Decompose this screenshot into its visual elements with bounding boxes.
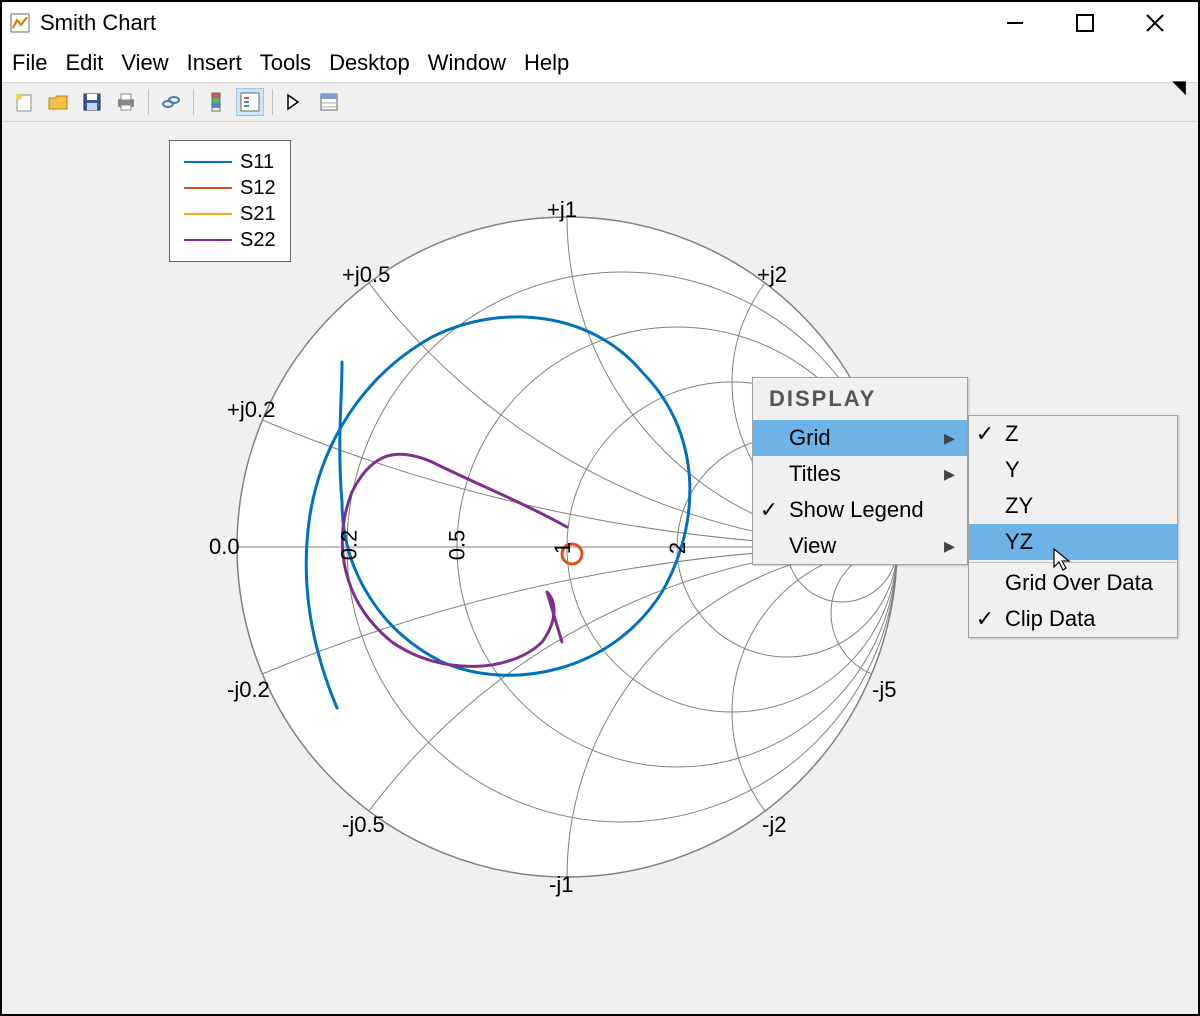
axis-label: -j0.2 — [227, 677, 270, 703]
minimize-button[interactable] — [1000, 8, 1030, 38]
submenu-arrow-icon: ▸ — [937, 533, 955, 559]
menu-edit[interactable]: Edit — [65, 50, 103, 76]
axis-tick: 2 — [665, 542, 691, 554]
link-button[interactable] — [157, 88, 185, 116]
context-menu-item[interactable]: YZ — [969, 524, 1177, 560]
legend-label: S21 — [240, 203, 276, 226]
context-menu-item[interactable]: ✓Z — [969, 416, 1177, 452]
context-menu-label: Show Legend — [785, 497, 937, 523]
context-menu-label: Grid — [785, 425, 937, 451]
menu-file[interactable]: File — [12, 50, 47, 76]
menu-insert[interactable]: Insert — [187, 50, 242, 76]
save-button[interactable] — [78, 88, 106, 116]
context-menu-item[interactable]: ✓Clip Data — [969, 601, 1177, 637]
toolbar-separator — [193, 89, 194, 115]
check-icon: ✓ — [969, 606, 1001, 632]
check-icon: ✓ — [753, 497, 785, 523]
legend[interactable]: S11 S12 S21 S22 — [169, 140, 291, 262]
check-icon: ✓ — [969, 421, 1001, 447]
context-menu-label: Titles — [785, 461, 937, 487]
new-figure-button[interactable] — [10, 88, 38, 116]
context-menu-label: Grid Over Data — [1001, 570, 1165, 596]
context-menu-label: ZY — [1001, 493, 1165, 519]
context-menu-item[interactable]: Grid Over Data — [969, 565, 1177, 601]
colorbar-button[interactable] — [202, 88, 230, 116]
axis-label: 0.0 — [209, 534, 240, 560]
toolbar-separator — [148, 89, 149, 115]
edit-plot-button[interactable] — [281, 88, 309, 116]
submenu-arrow-icon: ▸ — [937, 425, 955, 451]
context-menu-item[interactable]: Grid▸ — [753, 420, 967, 456]
submenu-arrow-icon: ▸ — [937, 461, 955, 487]
axis-label: +j2 — [757, 262, 787, 288]
legend-item[interactable]: S21 — [184, 201, 276, 227]
window-title: Smith Chart — [40, 10, 1000, 36]
app-icon — [10, 13, 30, 33]
context-menu-item[interactable]: Titles▸ — [753, 456, 967, 492]
menu-tools[interactable]: Tools — [260, 50, 311, 76]
context-menu-label: YZ — [1001, 529, 1165, 555]
titlebar: Smith Chart — [2, 2, 1198, 44]
context-menu-label: Z — [1001, 421, 1165, 447]
context-submenu-grid: ✓ZYZYYZGrid Over Data✓Clip Data — [968, 415, 1178, 638]
axis-tick: 0.5 — [444, 530, 470, 561]
legend-swatch — [184, 213, 232, 215]
axis-label: -j0.5 — [342, 812, 385, 838]
legend-item[interactable]: S12 — [184, 175, 276, 201]
context-menu-item[interactable]: ✓Show Legend — [753, 492, 967, 528]
axis-tick: 1 — [550, 542, 576, 554]
axis-label: +j0.2 — [227, 397, 275, 423]
menu-help[interactable]: Help — [524, 50, 569, 76]
legend-button[interactable] — [236, 88, 264, 116]
context-menu-item[interactable]: Y — [969, 452, 1177, 488]
property-inspector-button[interactable] — [315, 88, 343, 116]
context-menu-label: View — [785, 533, 937, 559]
axis-label: -j1 — [549, 872, 573, 898]
dock-arrow-icon[interactable]: ◥ — [1172, 77, 1186, 98]
axis-label: +j0.5 — [342, 262, 390, 288]
axis-label: -j2 — [762, 812, 786, 838]
context-menu-header: DISPLAY — [753, 378, 967, 420]
window-controls — [1000, 8, 1190, 38]
menu-desktop[interactable]: Desktop — [329, 50, 410, 76]
axis-label: -j5 — [872, 677, 896, 703]
legend-swatch — [184, 161, 232, 163]
legend-swatch — [184, 239, 232, 241]
open-button[interactable] — [44, 88, 72, 116]
legend-item[interactable]: S22 — [184, 227, 276, 253]
context-menu-label: Y — [1001, 457, 1165, 483]
legend-label: S22 — [240, 229, 276, 252]
legend-label: S11 — [240, 151, 274, 174]
print-button[interactable] — [112, 88, 140, 116]
legend-label: S12 — [240, 177, 276, 200]
context-menu-display: DISPLAYGrid▸Titles▸✓Show LegendView▸ — [752, 377, 968, 565]
app-window: Smith Chart File Edit View Insert Tools … — [0, 0, 1200, 1016]
toolbar-separator — [272, 89, 273, 115]
menu-view[interactable]: View — [121, 50, 168, 76]
context-menu-item[interactable]: ZY — [969, 488, 1177, 524]
context-menu-label: Clip Data — [1001, 606, 1165, 632]
toolbar — [2, 82, 1198, 122]
legend-swatch — [184, 187, 232, 189]
axis-tick: 0.2 — [336, 530, 362, 561]
maximize-button[interactable] — [1070, 8, 1100, 38]
menu-window[interactable]: Window — [428, 50, 506, 76]
legend-item[interactable]: S11 — [184, 149, 276, 175]
menubar: File Edit View Insert Tools Desktop Wind… — [2, 44, 1198, 82]
axis-label: +j1 — [547, 197, 577, 223]
chart-canvas: S11 S12 S21 S22 +j1 -j1 +j0.5 +j2 +j0.2 0.0… — [2, 122, 1198, 1014]
context-menu-item[interactable]: View▸ — [753, 528, 967, 564]
close-button[interactable] — [1140, 8, 1170, 38]
menu-separator — [969, 562, 1177, 563]
